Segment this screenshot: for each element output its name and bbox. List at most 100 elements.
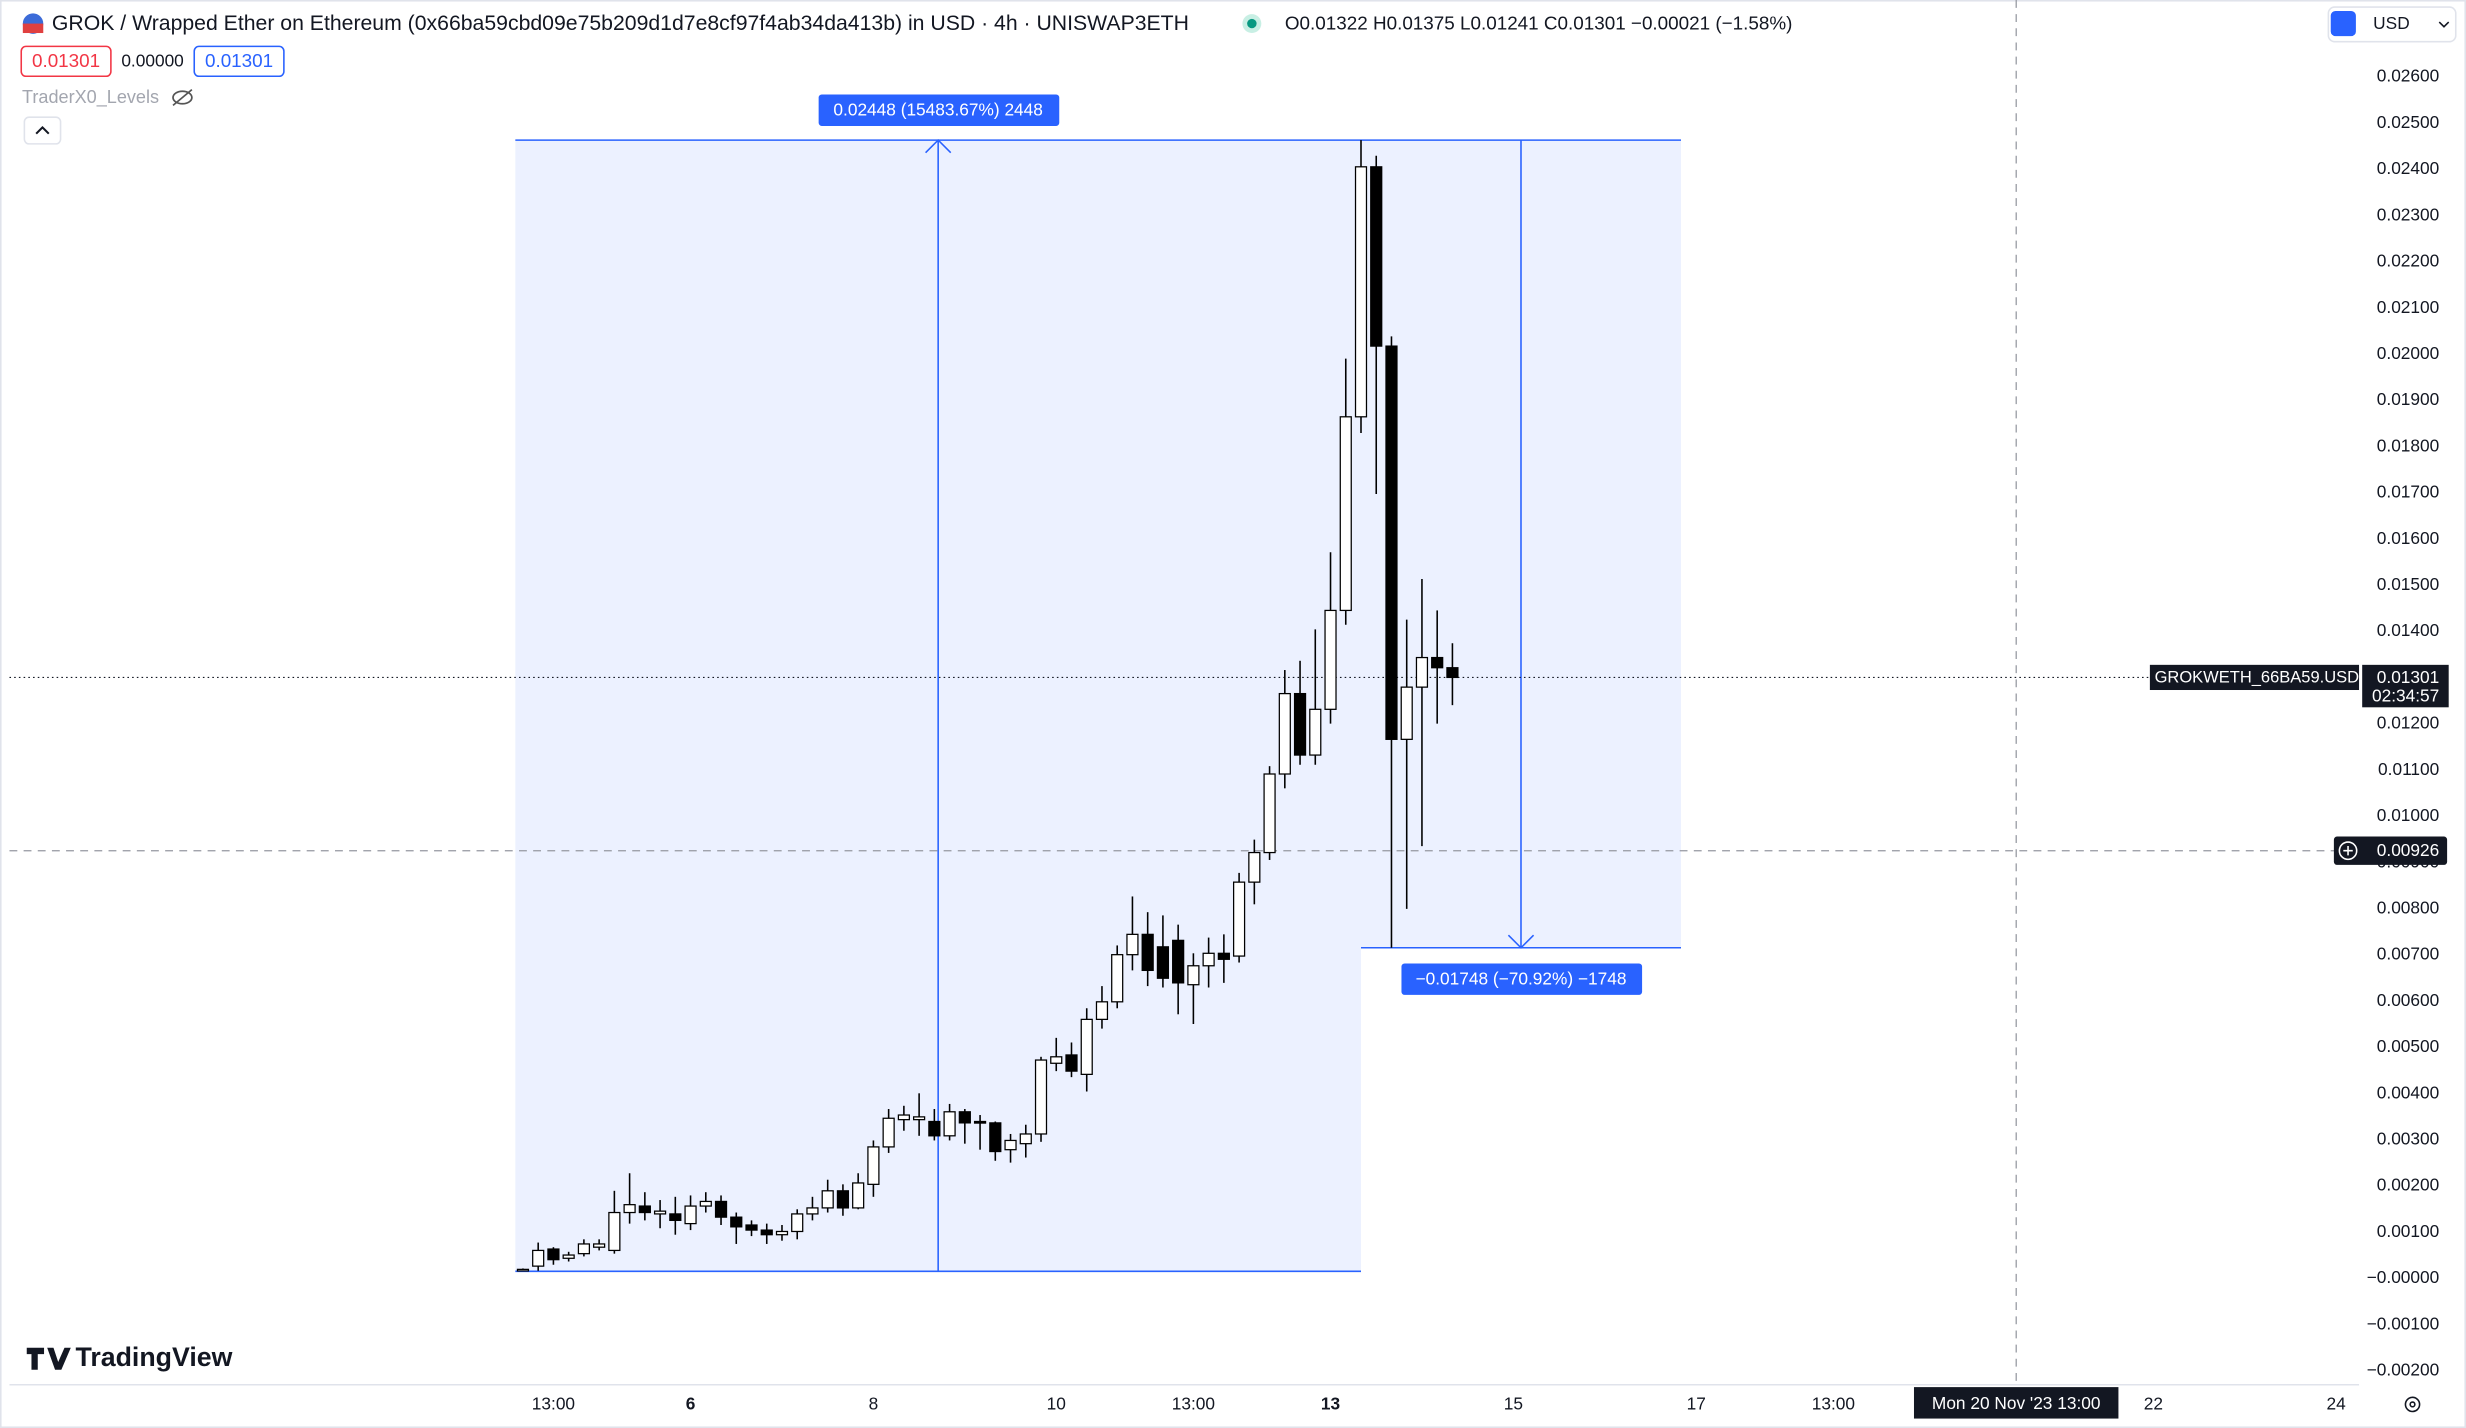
candle-down <box>928 1120 941 1137</box>
candle-down <box>638 1205 651 1214</box>
candle-down <box>1385 345 1398 740</box>
measure-label-box <box>1401 963 1643 995</box>
y-tick-label: 0.01800 <box>2377 435 2439 455</box>
currency-select[interactable] <box>2327 6 2457 43</box>
x-tick-label: 15 <box>1504 1394 1523 1414</box>
ohlc-legend: O0.01322 H0.01375 L0.01241 C0.01301 −0.0… <box>1285 12 1793 33</box>
candle-up <box>852 1182 865 1209</box>
buy-box[interactable] <box>193 45 285 78</box>
x-tick-label: 13 <box>1321 1394 1340 1414</box>
candle-down <box>1293 692 1307 756</box>
candle-up <box>1004 1139 1017 1151</box>
y-tick-label: 0.00100 <box>2377 1221 2439 1241</box>
y-tick-label: −0.00000 <box>2367 1267 2440 1287</box>
candle-down <box>760 1229 773 1236</box>
candle-up <box>1339 416 1352 612</box>
y-tick-label: 0.00800 <box>2377 897 2439 917</box>
candle-up <box>1263 773 1276 854</box>
y-tick-label: 0.01600 <box>2377 528 2439 548</box>
y-tick-label: 0.01900 <box>2377 389 2439 409</box>
collapse-button[interactable] <box>23 116 62 145</box>
measure-label-box <box>818 94 1060 126</box>
x-tick-label: 13:00 <box>1812 1394 1855 1414</box>
crosshair-price-tag <box>2333 836 2448 865</box>
candle-down <box>547 1248 560 1261</box>
y-tick-label: 0.00200 <box>2377 1175 2439 1195</box>
candle-up <box>562 1254 575 1259</box>
candle-up <box>699 1200 712 1207</box>
candle-down <box>836 1190 850 1209</box>
x-tick-label: 10 <box>1047 1394 1066 1414</box>
dropdown-arrow <box>2438 21 2450 28</box>
candle-down <box>1431 656 1444 669</box>
candle-up <box>1202 952 1215 967</box>
sell-box[interactable] <box>20 45 112 78</box>
status-dot <box>1247 18 1257 29</box>
logo-icon <box>26 1347 71 1370</box>
flag-icon-stripe <box>22 23 44 34</box>
candle-up <box>1080 1018 1093 1075</box>
measure-arrow-head <box>1507 934 1535 949</box>
candle-down <box>973 1120 987 1124</box>
candle-down <box>1156 946 1170 979</box>
y-tick-label: 0.01400 <box>2377 620 2439 640</box>
candle-down <box>1172 939 1185 984</box>
candle-down <box>1065 1054 1078 1072</box>
y-tick-label: 0.00600 <box>2377 990 2439 1010</box>
y-tick-label: 0.00300 <box>2377 1129 2439 1149</box>
spread: 0.00000 <box>121 51 183 71</box>
crosshair-time-text: Mon 20 Nov '23 13:00 <box>1932 1393 2101 1413</box>
hide-icon[interactable] <box>172 88 193 107</box>
candle-up <box>1324 609 1337 710</box>
candle-up <box>1111 954 1124 1003</box>
candle-down <box>669 1213 682 1222</box>
y-tick-label: 0.00700 <box>2377 944 2439 964</box>
add-alert-plus <box>2343 845 2353 856</box>
candle-up <box>1248 851 1261 883</box>
plot-area: 0.02448 (15483.67%) 2448 −0.01748 (−70.92… <box>9 0 2360 1384</box>
candle-down <box>730 1216 743 1228</box>
currency-icon <box>2330 11 2356 37</box>
candle-up <box>867 1146 880 1185</box>
candle-down <box>1446 667 1459 679</box>
collapse-icon <box>35 125 50 135</box>
y-tick-label: 0.01000 <box>2377 805 2439 825</box>
candle-up <box>1278 692 1291 775</box>
candle-up <box>1400 686 1413 740</box>
crosshair-time-tag <box>1913 1387 2119 1419</box>
crosshair-price-text: 0.00926 <box>2377 840 2439 860</box>
ticker-tag <box>2149 664 2360 691</box>
y-tick-label: 0.02600 <box>2377 66 2439 86</box>
candle-up <box>1232 881 1246 957</box>
candle-down <box>989 1122 1002 1153</box>
candle-up <box>653 1210 667 1215</box>
candle-up <box>516 1268 530 1272</box>
y-tick-label: 0.02500 <box>2377 112 2439 132</box>
measure-label: 0.02448 (15483.67%) 2448 <box>833 100 1042 120</box>
candle-up <box>684 1205 697 1225</box>
y-tick-label: −0.00200 <box>2367 1360 2440 1380</box>
candle-up <box>608 1211 621 1252</box>
candle-up <box>882 1117 895 1148</box>
candle-up <box>1034 1059 1048 1135</box>
indicator-name: TraderX0_Levels <box>22 87 159 108</box>
last-price-tag <box>2362 664 2449 708</box>
x-tick-label: 13:00 <box>532 1394 575 1414</box>
symbol-title: GROK / Wrapped Ether on Ethereum (0x66ba… <box>52 12 1189 35</box>
candle-up <box>593 1243 606 1248</box>
candle-up <box>791 1213 804 1233</box>
candle-down <box>745 1224 758 1231</box>
x-tick-label: 17 <box>1687 1394 1706 1414</box>
y-tick-label: 0.01500 <box>2377 574 2439 594</box>
candle-up <box>775 1230 789 1236</box>
candle-up <box>943 1111 956 1137</box>
measure-label: −0.01748 (−70.92%) −1748 <box>1416 969 1627 989</box>
candle-up <box>1019 1133 1032 1145</box>
candle-down <box>1141 933 1154 972</box>
candle-up <box>1050 1056 1063 1064</box>
candle-up <box>1095 1001 1109 1021</box>
candle-up <box>913 1116 926 1121</box>
settings-icon[interactable] <box>2404 1396 2421 1413</box>
